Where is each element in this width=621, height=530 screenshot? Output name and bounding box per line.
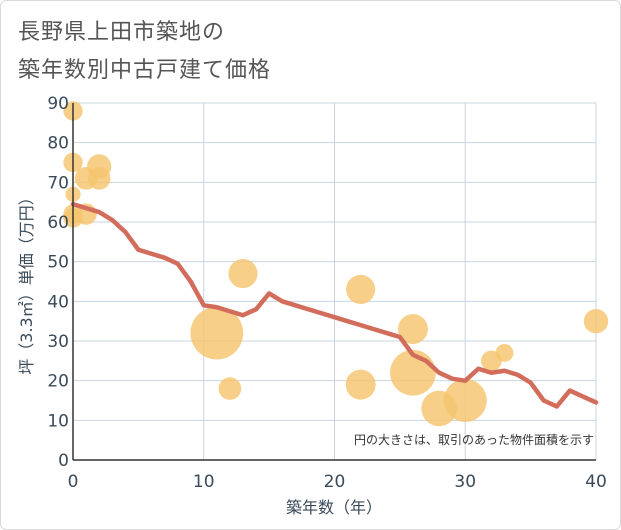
y-tick-label: 40 [47,292,69,312]
y-tick-label: 50 [47,253,69,273]
chart-title-line1: 長野県上田市築地の [18,20,226,45]
ticks: 0 10 20 30 40 0 10 20 30 40 50 60 70 80 90 [47,94,606,492]
bubble-point [345,369,376,400]
y-tick-label: 80 [47,134,69,154]
y-axis-label: 坪（3.3㎡）単価（万円） [17,189,36,374]
bubble-point [228,259,258,289]
x-axis-label: 築年数（年） [286,498,382,517]
size-note: 円の大きさは、取引のあった物件面積を示す [354,432,594,447]
bubble-point [443,378,487,423]
x-tick-label: 10 [193,472,215,492]
bubble-point [397,314,428,345]
x-tick-label: 40 [585,472,607,492]
bubble-point [190,306,244,360]
bubble-point [495,343,514,362]
bubble-point [583,309,609,334]
y-tick-label: 30 [47,332,69,352]
y-tick-label: 90 [47,94,69,114]
y-tick-label: 70 [47,173,69,193]
bubble-point [87,167,111,190]
trend-line-group [70,201,599,409]
chart-title-line2: 築年数別中古戸建て価格 [18,58,272,83]
bubbles [63,101,609,427]
y-tick-label: 0 [58,451,69,471]
x-tick-label: 20 [324,472,346,492]
x-tick-label: 0 [68,472,79,492]
y-tick-label: 20 [47,372,69,392]
y-tick-label: 60 [47,213,69,233]
x-tick-label: 30 [454,472,476,492]
y-tick-label: 10 [47,411,69,431]
trend-line [70,201,599,409]
bubble-point [346,274,376,304]
bubble-point [218,377,242,400]
